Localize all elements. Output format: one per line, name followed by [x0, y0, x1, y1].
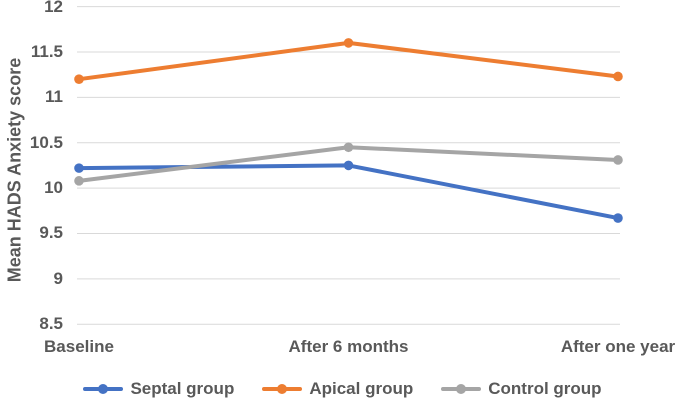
- y-tick-label: 8.5: [39, 314, 63, 334]
- legend-item-apical-group: Apical group: [262, 378, 413, 400]
- y-tick-label: 9: [53, 268, 63, 288]
- x-axis-label-after-6-months: After 6 months: [288, 337, 409, 356]
- y-tick-label: 11.5: [30, 41, 63, 61]
- legend-label: Control group: [488, 379, 602, 398]
- data-point-apical-group: [74, 74, 84, 84]
- series-line-septal-group: [77, 163, 620, 221]
- data-point-control-group: [613, 155, 623, 165]
- y-tick-label: 11: [45, 87, 63, 107]
- y-tick-label: 10.5: [29, 132, 63, 152]
- x-axis-label-after-one-year: After one year: [560, 337, 676, 356]
- data-point-control-group: [74, 176, 84, 186]
- y-tick-label: 9.5: [39, 223, 63, 243]
- data-point-septal-group: [343, 160, 354, 171]
- legend-item-control-group: Control group: [441, 378, 602, 400]
- legend: Septal group Apical group Control group: [0, 378, 685, 400]
- y-tick-label: 12: [44, 0, 63, 16]
- series-line-apical-group: [77, 40, 620, 82]
- legend-line-marker-icon: [262, 384, 303, 394]
- legend-line-marker-icon: [83, 384, 124, 394]
- y-tick-label: 10: [44, 178, 63, 198]
- legend-label: Apical group: [309, 379, 414, 398]
- x-axis-label-baseline: Baseline: [44, 337, 114, 356]
- data-point-septal-group: [613, 213, 623, 223]
- legend-label: Septal group: [130, 379, 235, 398]
- data-point-apical-group: [613, 71, 623, 82]
- data-point-apical-group: [343, 38, 354, 48]
- data-point-septal-group: [74, 163, 84, 173]
- legend-line-marker-icon: [441, 384, 482, 394]
- data-point-control-group: [343, 142, 354, 153]
- legend-item-septal-group: Septal group: [83, 378, 234, 400]
